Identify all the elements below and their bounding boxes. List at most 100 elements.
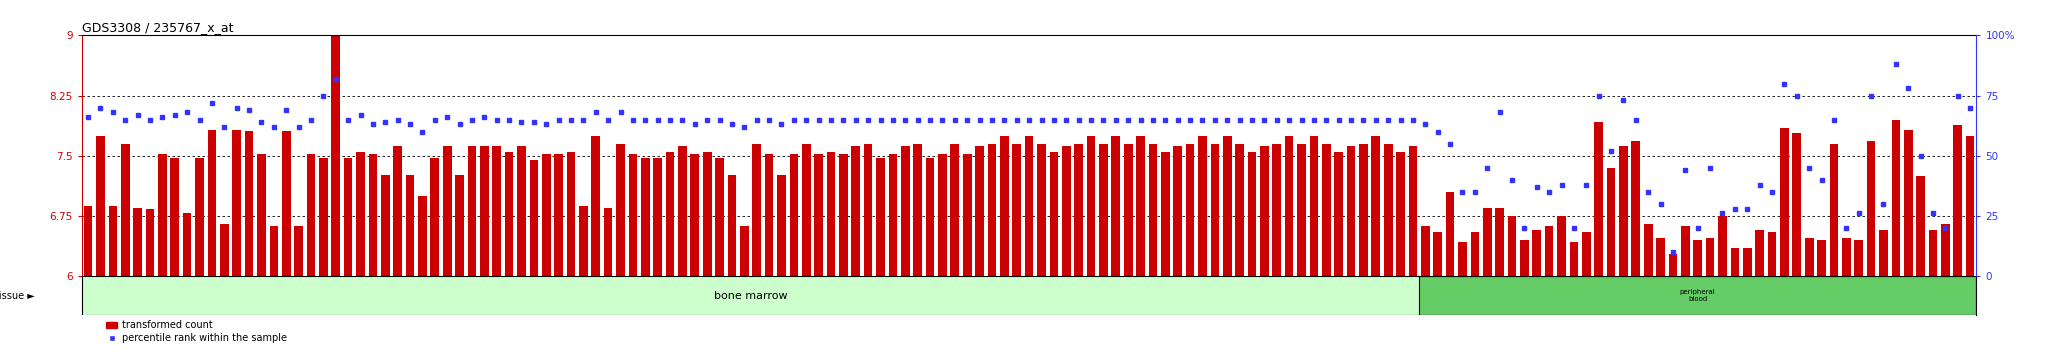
Bar: [580, 206, 588, 276]
Bar: [283, 131, 291, 276]
Bar: [752, 144, 762, 276]
Bar: [1348, 146, 1356, 276]
Bar: [504, 152, 514, 276]
Bar: [616, 144, 625, 276]
Bar: [629, 154, 637, 276]
Bar: [1892, 120, 1901, 276]
Bar: [1012, 144, 1022, 276]
Bar: [1321, 144, 1331, 276]
Bar: [1235, 144, 1243, 276]
Bar: [678, 146, 686, 276]
Bar: [1942, 224, 1950, 276]
Bar: [307, 154, 315, 276]
Bar: [121, 144, 129, 276]
Bar: [1075, 144, 1083, 276]
Bar: [690, 154, 698, 276]
Bar: [739, 225, 750, 276]
Bar: [1520, 240, 1528, 276]
Bar: [406, 175, 414, 276]
Legend: transformed count, percentile rank within the sample: transformed count, percentile rank withi…: [106, 320, 287, 343]
Bar: [1174, 146, 1182, 276]
Bar: [776, 175, 786, 276]
Bar: [1669, 253, 1677, 276]
Bar: [442, 146, 451, 276]
Bar: [864, 144, 872, 276]
Bar: [182, 213, 193, 276]
Bar: [653, 158, 662, 276]
Bar: [803, 144, 811, 276]
Bar: [133, 208, 141, 276]
Bar: [764, 154, 774, 276]
Bar: [913, 144, 922, 276]
Text: bone marrow: bone marrow: [713, 291, 786, 301]
Bar: [592, 136, 600, 276]
Bar: [418, 196, 426, 276]
Bar: [1966, 136, 1974, 276]
Bar: [369, 154, 377, 276]
Bar: [1247, 152, 1255, 276]
Bar: [195, 158, 205, 276]
Bar: [1063, 146, 1071, 276]
Bar: [1372, 136, 1380, 276]
Bar: [207, 130, 217, 276]
Bar: [727, 175, 737, 276]
Bar: [840, 154, 848, 276]
Bar: [604, 208, 612, 276]
Bar: [1694, 240, 1702, 276]
Bar: [1804, 238, 1812, 276]
Bar: [1829, 144, 1839, 276]
Bar: [791, 154, 799, 276]
Bar: [344, 158, 352, 276]
Bar: [987, 144, 995, 276]
Bar: [518, 146, 526, 276]
Bar: [1593, 122, 1604, 276]
Bar: [975, 146, 983, 276]
Bar: [1755, 229, 1763, 276]
Bar: [467, 146, 477, 276]
Bar: [1905, 130, 1913, 276]
Bar: [938, 154, 946, 276]
Bar: [1210, 144, 1219, 276]
Bar: [1434, 232, 1442, 276]
Bar: [1161, 152, 1169, 276]
Bar: [1036, 144, 1047, 276]
Bar: [1780, 128, 1788, 276]
Bar: [1296, 144, 1307, 276]
Bar: [1817, 240, 1827, 276]
Bar: [1645, 224, 1653, 276]
Bar: [889, 154, 897, 276]
Bar: [1284, 136, 1294, 276]
Bar: [1024, 136, 1034, 276]
Bar: [1149, 144, 1157, 276]
Bar: [1853, 240, 1864, 276]
Bar: [641, 158, 649, 276]
Bar: [877, 158, 885, 276]
Bar: [393, 146, 401, 276]
Bar: [1384, 144, 1393, 276]
Bar: [963, 154, 971, 276]
Bar: [1124, 144, 1133, 276]
Text: tissue ►: tissue ►: [0, 291, 35, 301]
Bar: [950, 144, 958, 276]
Bar: [1446, 192, 1454, 276]
Text: peripheral
blood: peripheral blood: [1679, 289, 1716, 302]
Bar: [1335, 152, 1343, 276]
Bar: [455, 175, 465, 276]
Bar: [567, 152, 575, 276]
Bar: [1049, 152, 1059, 276]
Bar: [852, 146, 860, 276]
Bar: [1397, 152, 1405, 276]
Bar: [1483, 208, 1491, 276]
Bar: [84, 206, 92, 276]
Bar: [1620, 146, 1628, 276]
Bar: [1409, 146, 1417, 276]
Bar: [231, 130, 242, 276]
Bar: [356, 152, 365, 276]
Bar: [1866, 141, 1876, 276]
Bar: [1767, 232, 1776, 276]
Bar: [1223, 136, 1231, 276]
Bar: [270, 226, 279, 276]
Bar: [332, 19, 340, 276]
Bar: [1792, 133, 1800, 276]
Bar: [258, 154, 266, 276]
